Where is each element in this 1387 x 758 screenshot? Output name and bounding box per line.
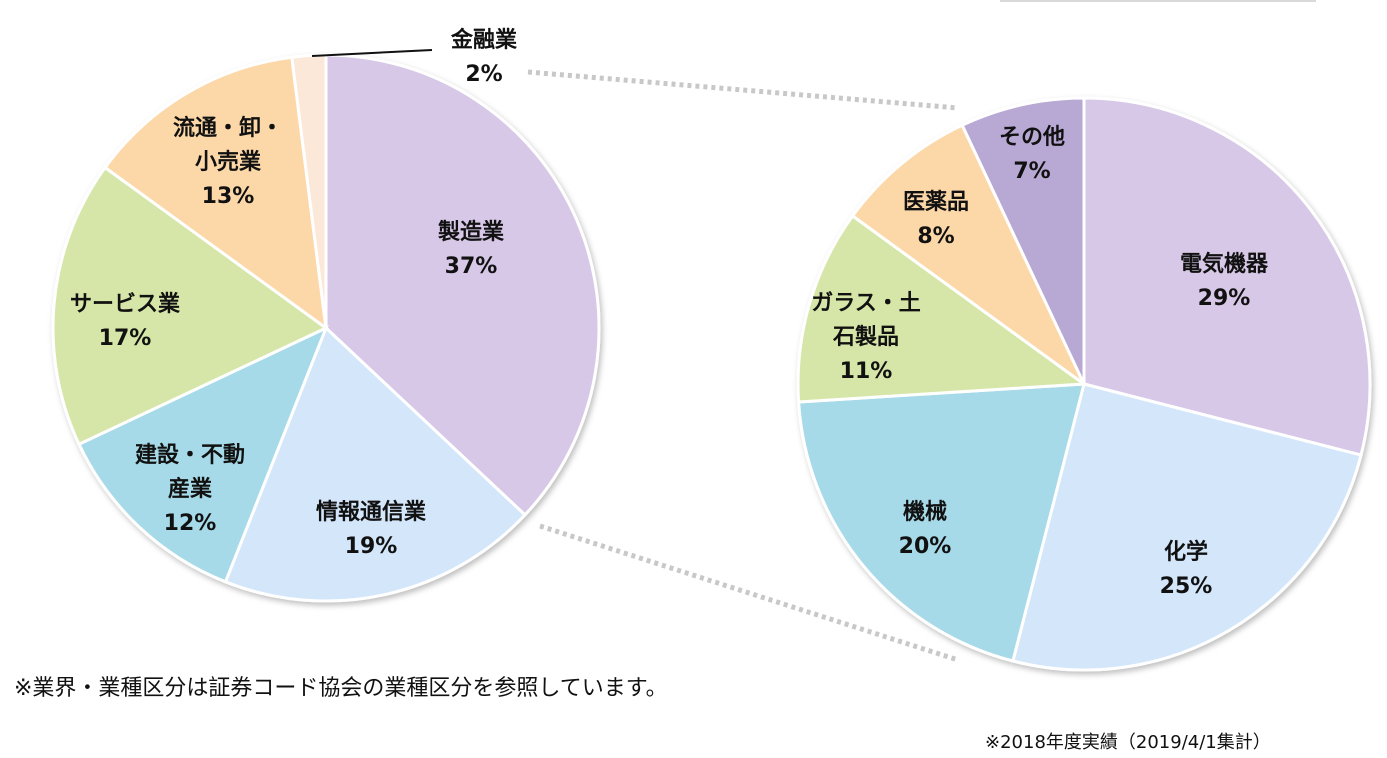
- slice-category-label: 石製品: [832, 324, 899, 350]
- classification-note: ※業界・業種区分は証券コード協会の業種区分を参照しています。: [14, 676, 668, 701]
- slice-category-label: その他: [999, 125, 1065, 150]
- slice-value-label: 12%: [164, 511, 217, 536]
- slice-value-label: 13%: [202, 184, 255, 209]
- slice-category-label: 情報通信業: [316, 499, 427, 525]
- slice-category-label: 流通・卸・: [173, 115, 283, 141]
- pie-slice: [324, 53, 601, 518]
- slice-category-label: 機械: [903, 500, 947, 525]
- slice-value-label: 17%: [99, 326, 152, 351]
- slice-category-label: 産業: [168, 476, 213, 502]
- slice-category-label: サービス業: [70, 292, 181, 317]
- pie-slice: [51, 165, 329, 447]
- leader-line: [311, 49, 433, 57]
- pie-slice: [797, 382, 1086, 663]
- pie-slice: [77, 325, 329, 584]
- slice-category-label: 電気機器: [1180, 251, 1269, 277]
- slice-value-label: 20%: [899, 534, 952, 559]
- slice-category-label: 金融業: [450, 27, 518, 53]
- slice-value-label: 11%: [840, 359, 893, 384]
- pie-slice: [796, 213, 1089, 404]
- slice-value-label: 7%: [1013, 159, 1050, 184]
- slice-category-label: 小売業: [195, 149, 262, 175]
- pie-industry: [51, 53, 601, 603]
- slice-category-label: 製造業: [437, 219, 505, 245]
- pie-manufacturing: [796, 96, 1372, 672]
- slice-category-label: 医薬品: [903, 190, 969, 215]
- slice-category-label: ガラス・土: [811, 291, 921, 316]
- slice-value-label: 25%: [1160, 574, 1213, 599]
- top-border-line: [1000, 0, 1316, 2]
- slice-value-label: 19%: [345, 534, 398, 559]
- pie-slice: [103, 55, 328, 332]
- pie-slice: [1011, 382, 1363, 672]
- slice-category-label: 建設・不動: [135, 442, 245, 468]
- slice-value-label: 29%: [1198, 286, 1251, 311]
- pie-slice: [960, 96, 1086, 385]
- slice-value-label: 2%: [465, 62, 502, 87]
- connector-line: [539, 523, 959, 663]
- slice-value-label: 8%: [917, 224, 954, 249]
- pie-slice: [1082, 96, 1372, 457]
- slice-value-label: 37%: [445, 254, 498, 279]
- slice-category-label: 化学: [1164, 539, 1208, 565]
- pie-slice: [850, 123, 1086, 386]
- connector-lines: [527, 69, 959, 663]
- period-note: ※2018年度実績（2019/4/1集計）: [985, 732, 1271, 753]
- connector-line: [527, 69, 959, 111]
